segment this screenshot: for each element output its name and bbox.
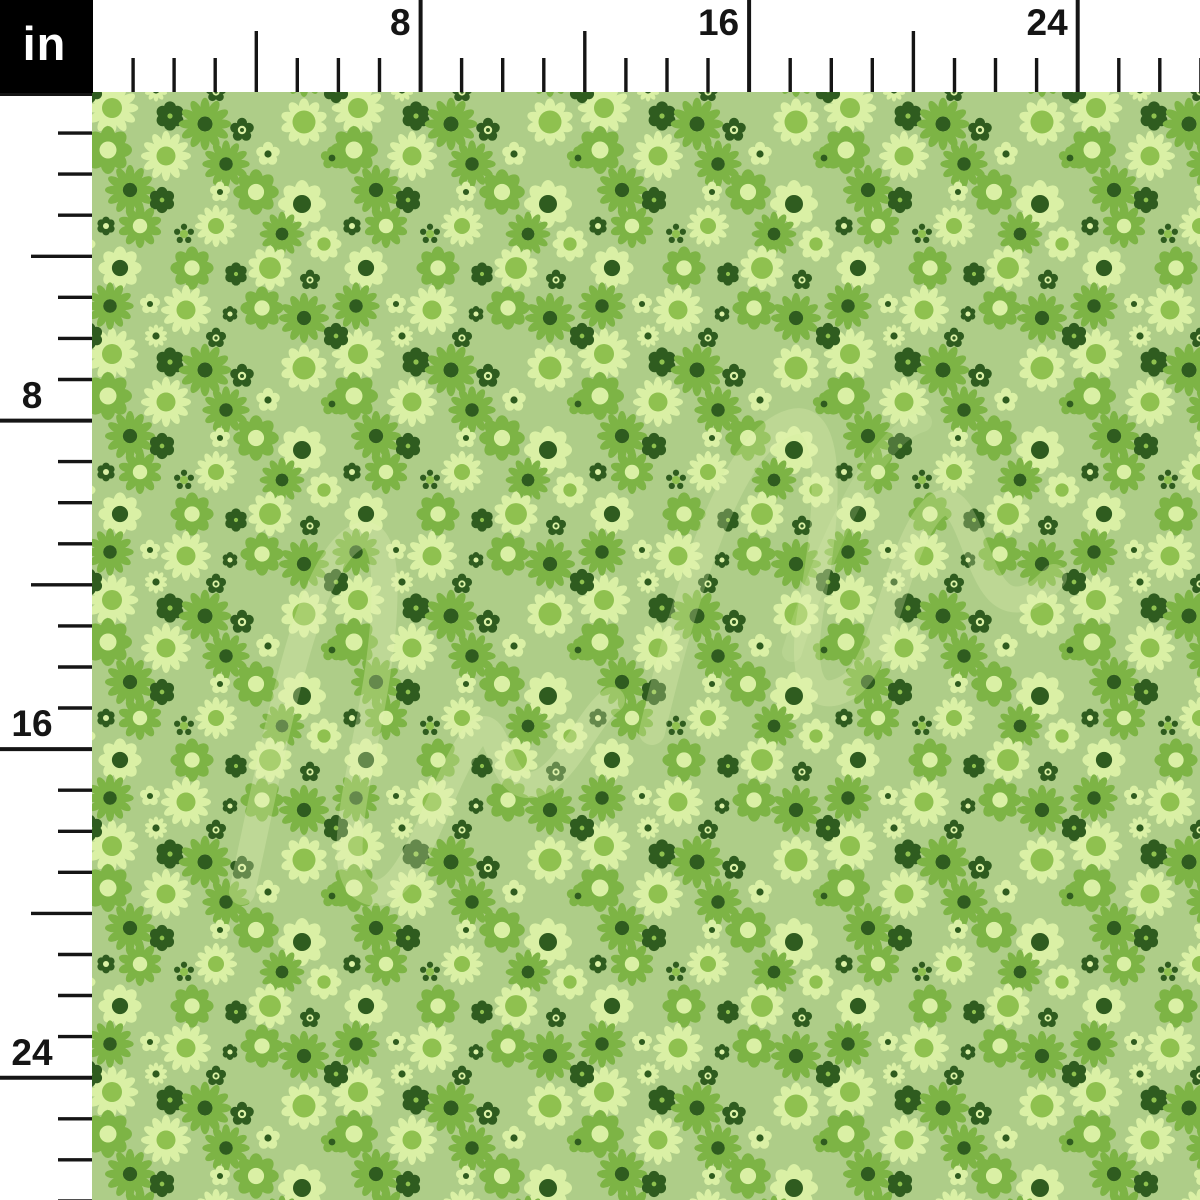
unit-box: in	[0, 0, 93, 93]
left-ruler-label-8in: 8	[21, 374, 43, 416]
top-ruler-label-8in: 8	[389, 2, 411, 43]
unit-label: in	[22, 17, 67, 70]
left-ruler: 8 16 24	[0, 92, 92, 1200]
fabric-swatch	[92, 92, 1200, 1200]
floral-pattern-graphic	[92, 92, 1200, 1200]
fabric-flowers	[92, 92, 1200, 1200]
top-ruler-ticks	[131, 0, 1200, 92]
top-ruler: 8 16 24	[93, 0, 1200, 92]
left-ruler-ticks	[0, 92, 92, 1200]
watermark	[229, 408, 1067, 906]
left-ruler-label-16in: 16	[11, 703, 53, 745]
left-ruler-label-24in: 24	[11, 1031, 53, 1073]
top-ruler-label-16in: 16	[697, 2, 740, 43]
top-ruler-label-24in: 24	[1026, 2, 1068, 43]
